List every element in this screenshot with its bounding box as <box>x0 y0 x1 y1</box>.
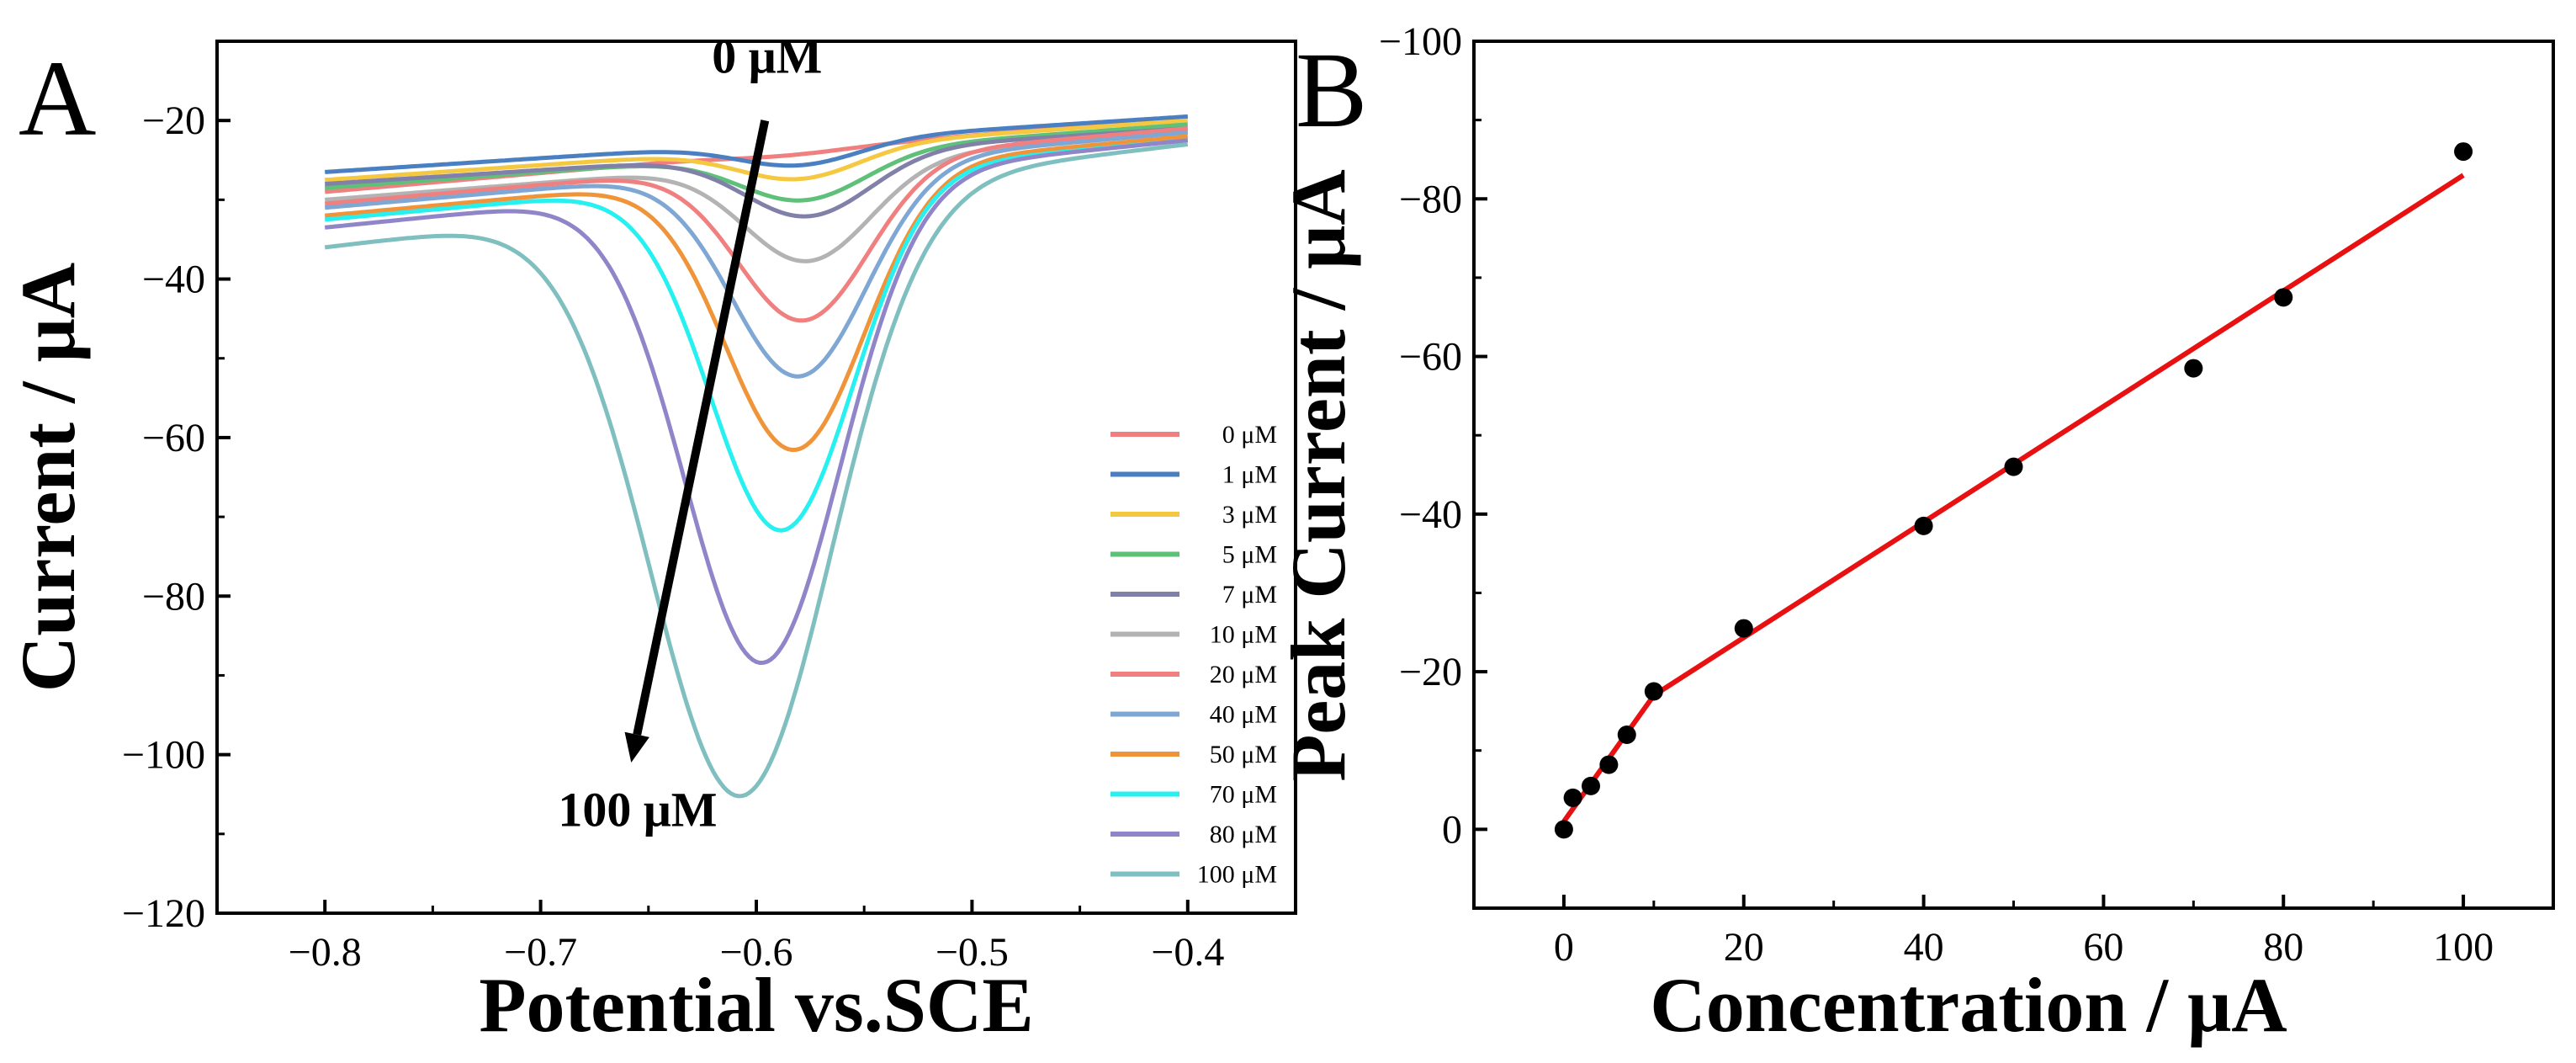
fit-segment <box>1652 173 2465 698</box>
concentration-arrow <box>633 120 770 736</box>
panel-b-label: B <box>1296 30 1367 150</box>
curve-5-μM <box>325 122 1188 203</box>
panel-a-legend: 0 μM 1 μM 3 μM 5 μM 7 μM 10 μM 20 μM 40 μM 50 μM… <box>1110 421 1277 889</box>
data-point <box>2184 359 2203 378</box>
x-tick-label: −0.7 <box>504 930 577 975</box>
y-tick-label: −40 <box>1399 492 1462 537</box>
y-tick-label: −20 <box>1399 650 1462 694</box>
panel-a-y-axis-title: Current / μA <box>5 263 91 692</box>
legend-label: 80 μM <box>1210 821 1277 848</box>
data-point <box>2274 288 2293 307</box>
panel-a: A −0.8 −0.7 −0.6 −0.5 −0.4 −20−40−60−80−100−… <box>5 29 1297 1048</box>
data-point <box>1734 619 1753 638</box>
panel-b-x-axis-title: Concentration / μA <box>1650 962 2287 1048</box>
concentration-arrowhead <box>624 731 649 763</box>
x-tick-label: 80 <box>2263 925 2303 970</box>
curve-20-μM <box>324 126 1189 323</box>
panel-b: B 0 20 40 60 80 100 0 −20 −40 −60 −80 −100 Concent… <box>1275 19 2555 1048</box>
panel-a-x-ticks: −0.8 −0.7 −0.6 −0.5 −0.4 <box>215 900 1297 975</box>
legend-label: 10 μM <box>1210 621 1277 649</box>
panel-b-y-axis-title: Peak Current / μA <box>1275 169 1361 782</box>
curve-50-μM <box>324 134 1189 453</box>
data-point <box>2454 142 2473 162</box>
x-tick-label: −0.5 <box>936 930 1009 975</box>
x-tick-label: 0 <box>1554 925 1574 970</box>
x-tick-label: −0.8 <box>289 930 362 975</box>
annotation-start: 0 μM <box>712 29 822 84</box>
y-tick-label: −120 <box>122 891 205 936</box>
data-point <box>1554 820 1573 839</box>
y-tick-label: −60 <box>142 416 205 460</box>
y-tick-label: −80 <box>1399 177 1462 221</box>
data-point <box>1914 516 1933 535</box>
data-point <box>1644 682 1663 701</box>
x-tick-label: −0.6 <box>719 930 792 975</box>
x-tick-label: −0.4 <box>1151 930 1224 975</box>
x-tick-label: 100 <box>2433 925 2494 970</box>
y-tick-label: 0 <box>1442 807 1462 852</box>
x-tick-label: 20 <box>1724 925 1764 970</box>
y-tick-label: −60 <box>1399 335 1462 380</box>
legend-label: 100 μM <box>1197 861 1277 889</box>
curve-40-μM <box>324 130 1189 379</box>
data-point <box>1599 755 1619 774</box>
y-tick-label: −80 <box>142 574 205 619</box>
legend-label: 5 μM <box>1222 541 1277 569</box>
data-point <box>1581 776 1600 795</box>
panel-b-y-ticks: 0 −20 −40 −60 −80 −100 <box>1379 19 1487 910</box>
panel-b-x-ticks: 0 20 40 60 80 100 <box>1472 895 2555 970</box>
panel-a-x-axis-title: Potential vs.SCE <box>479 962 1033 1048</box>
data-point <box>2004 457 2023 476</box>
annotation-end: 100 μM <box>558 782 717 837</box>
legend-label: 3 μM <box>1222 501 1277 529</box>
legend-label: 40 μM <box>1210 701 1277 729</box>
legend-label: 0 μM <box>1222 421 1277 449</box>
legend-label: 50 μM <box>1210 741 1277 768</box>
curve-80-μM <box>324 138 1189 666</box>
data-point <box>1617 725 1636 744</box>
legend-label: 1 μM <box>1222 461 1277 489</box>
panel-a-y-ticks: −20 −40 −60 −80 −100 −120 <box>122 40 231 936</box>
panel-b-points <box>1554 142 2473 839</box>
legend-label: 70 μM <box>1210 781 1277 809</box>
y-tick-label: −20 <box>142 98 205 143</box>
curve-100-μM <box>324 141 1189 799</box>
panel-b-fit-line <box>1561 173 2465 823</box>
curve-70-μM <box>324 138 1189 533</box>
x-tick-label: 60 <box>2083 925 2123 970</box>
y-tick-label: −40 <box>142 258 205 302</box>
x-tick-label: 40 <box>1904 925 1944 970</box>
curve-7-μM <box>325 126 1188 219</box>
legend-label: 20 μM <box>1210 661 1277 688</box>
data-point <box>1563 788 1582 807</box>
panel-a-label: A <box>19 39 96 158</box>
y-tick-label: −100 <box>122 733 205 778</box>
panel-a-curves <box>324 114 1189 799</box>
legend-label: 7 μM <box>1222 581 1277 609</box>
y-tick-label: −100 <box>1379 19 1462 64</box>
